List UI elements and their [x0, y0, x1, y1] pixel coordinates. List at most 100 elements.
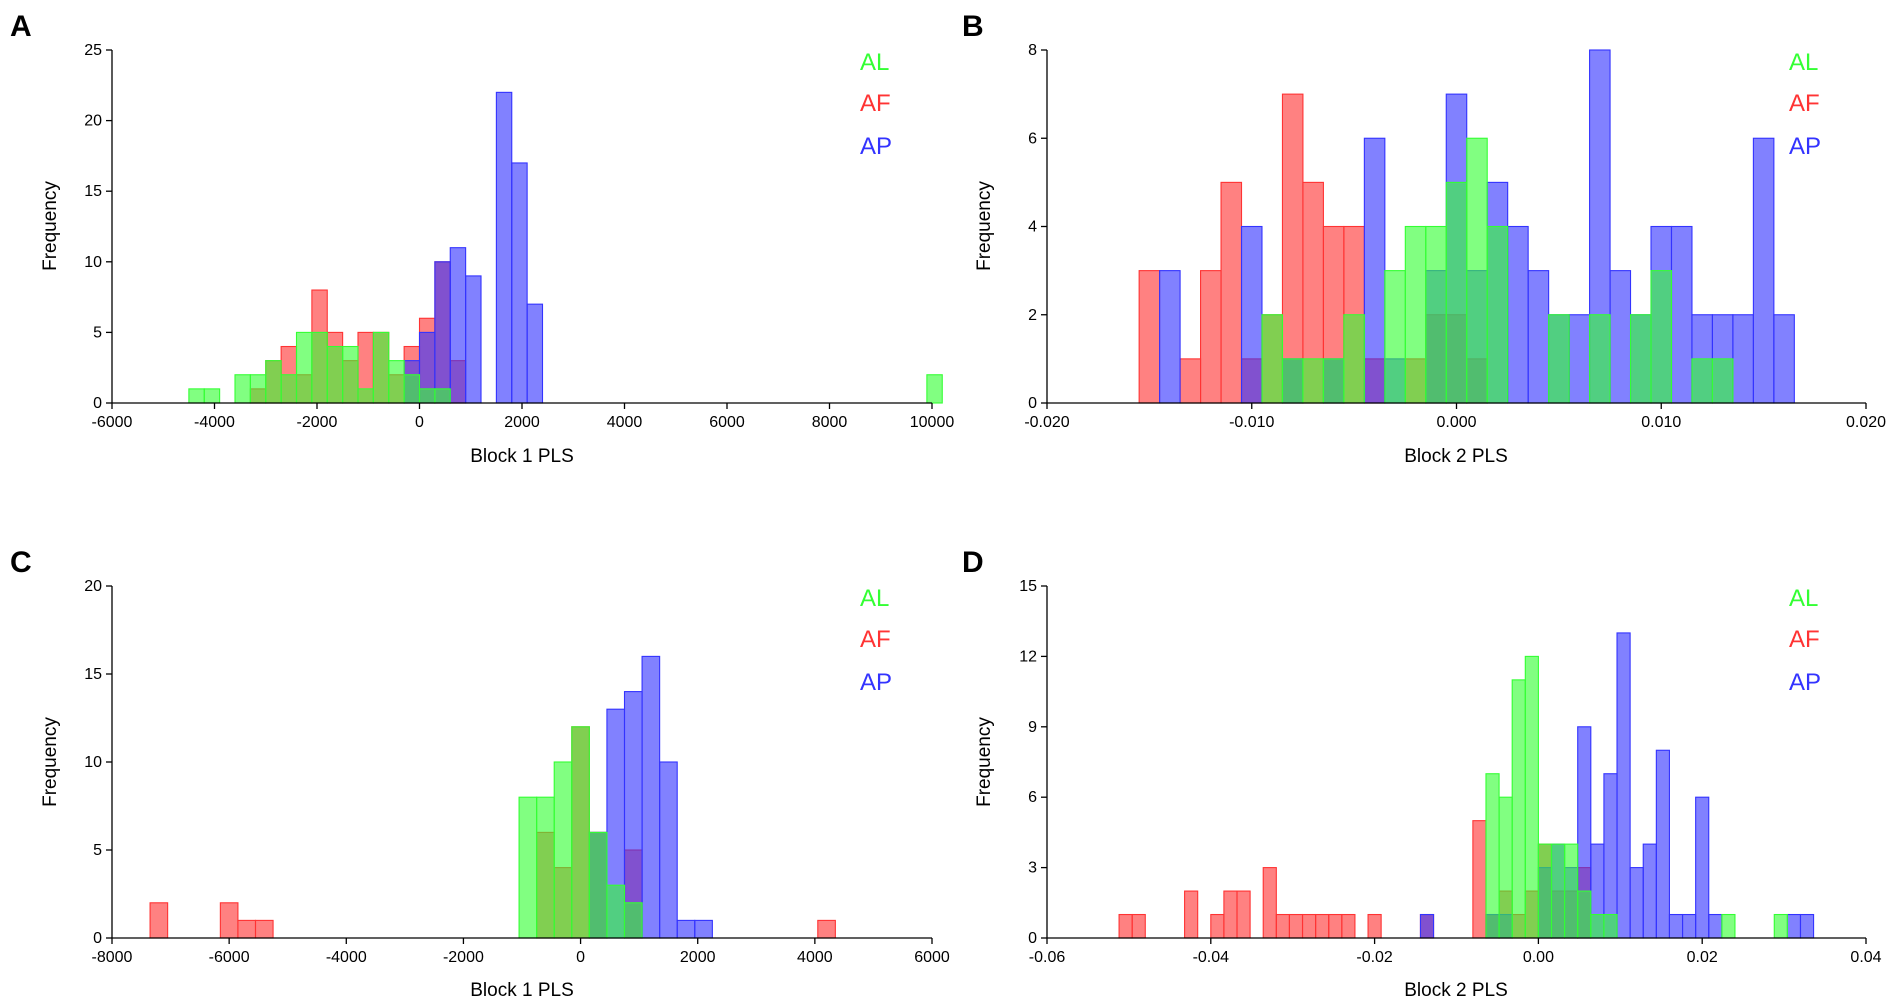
bar-af: [1236, 890, 1251, 939]
bar-al: [1322, 358, 1345, 404]
bar-af: [1118, 913, 1133, 939]
bar-al: [357, 388, 374, 404]
legend-label-al: AL: [860, 585, 889, 612]
bar-al: [1589, 314, 1611, 404]
bar-al: [1425, 225, 1447, 404]
legend-label-ap: AP: [860, 133, 892, 160]
bar-ap: [1609, 270, 1632, 404]
bar-ap: [1708, 913, 1723, 939]
x-tick-label: 4000: [797, 949, 833, 966]
bar-af: [1301, 913, 1317, 939]
bar-af: [1275, 913, 1290, 939]
bar-ap: [1527, 270, 1550, 404]
bar-al: [588, 831, 608, 939]
y-tick-label: 6: [1028, 130, 1037, 147]
x-tick-label: 8000: [812, 414, 848, 431]
bar-af: [1262, 867, 1277, 939]
bar-al: [1711, 358, 1734, 404]
bar-al: [434, 388, 451, 404]
y-tick-label: 5: [93, 842, 102, 859]
y-tick-label: 12: [1019, 648, 1037, 665]
x-tick-label: 0.020: [1846, 414, 1886, 431]
x-tick-label: 0.00: [1523, 949, 1554, 966]
x-tick-label: 6000: [914, 949, 950, 966]
bar-ap: [659, 761, 678, 939]
bar-al: [1486, 225, 1509, 404]
bar-af: [1288, 913, 1304, 939]
bar-ap: [1732, 314, 1754, 404]
x-tick-label: 10000: [910, 414, 955, 431]
bar-al: [1466, 137, 1488, 404]
bar-al: [1650, 270, 1673, 404]
bar-al: [1721, 913, 1736, 939]
bar-ap: [676, 919, 696, 939]
x-tick-label: 0.000: [1436, 414, 1476, 431]
bar-af: [1315, 913, 1330, 939]
y-tick-label: 5: [93, 324, 102, 341]
bar-al: [1498, 796, 1513, 939]
bar-al: [295, 331, 313, 404]
y-tick-label: 10: [84, 754, 102, 771]
bar-ap: [1568, 314, 1591, 404]
bar-al: [1550, 843, 1566, 939]
x-tick-label: -0.04: [1193, 949, 1230, 966]
panel-c: C Block 1 PLS Frequency AL AF AP -8000 -6…: [10, 546, 950, 1001]
bar-af: [149, 902, 169, 939]
x-tick-label: -0.010: [1229, 414, 1274, 431]
bar-al: [623, 902, 643, 939]
x-tick-label: -0.02: [1356, 949, 1393, 966]
bar-al: [518, 796, 538, 939]
bar-al: [280, 374, 298, 404]
bar-al: [249, 374, 267, 404]
bar-al: [1691, 358, 1713, 404]
y-axis-title: Frequency: [40, 717, 61, 807]
x-axis-title: Block 2 PLS: [1404, 446, 1508, 467]
bar-ap: [1799, 913, 1815, 939]
y-axis-title: Frequency: [40, 181, 61, 271]
bar-af: [1184, 890, 1199, 939]
bar-ap: [1670, 225, 1693, 404]
bar-al: [1343, 314, 1365, 404]
bar-al: [326, 345, 344, 404]
bar-al: [1577, 890, 1592, 939]
bar-ap: [1159, 270, 1181, 404]
x-tick-label: 4000: [607, 414, 643, 431]
bar-ap: [1642, 843, 1657, 939]
bar-ap: [465, 275, 482, 404]
bar-af: [817, 919, 836, 939]
bar-ap: [526, 303, 544, 404]
bar-ap: [1752, 137, 1775, 404]
bars: [1138, 49, 1795, 404]
y-tick-label: 10: [84, 254, 102, 271]
bar-al: [1302, 358, 1324, 404]
bar-al: [203, 388, 221, 404]
x-tick-label: 0: [576, 949, 585, 966]
bar-al: [1445, 181, 1468, 404]
y-tick-label: 9: [1028, 719, 1037, 736]
y-tick-label: 20: [84, 578, 102, 595]
panel-b: B Block 2 PLS Frequency AL AF AP -0.020 -…: [962, 10, 1886, 467]
bar-ap: [1240, 225, 1263, 404]
y-tick-label: 4: [1028, 219, 1037, 236]
legend-label-af: AF: [1789, 626, 1820, 653]
bar-al: [311, 331, 328, 404]
bar-ap: [1786, 913, 1802, 939]
y-tick-label: 20: [84, 113, 102, 130]
x-tick-label: -4000: [194, 414, 235, 431]
y-tick-label: 0: [93, 395, 102, 412]
panel-letter-a: A: [10, 10, 32, 43]
bar-af: [1223, 890, 1238, 939]
bar-ap: [1655, 749, 1670, 939]
bars: [1118, 632, 1815, 939]
bar-al: [372, 331, 390, 404]
bar-al: [1485, 773, 1500, 939]
bar-ap: [1681, 913, 1697, 939]
bar-al: [1404, 225, 1427, 404]
bar-ap: [641, 655, 661, 939]
bar-ap: [449, 247, 467, 404]
bar-af: [1341, 913, 1356, 939]
bar-ap: [1629, 867, 1644, 939]
bar-af: [1210, 913, 1225, 939]
bar-al: [388, 360, 405, 404]
y-tick-label: 6: [1028, 789, 1037, 806]
